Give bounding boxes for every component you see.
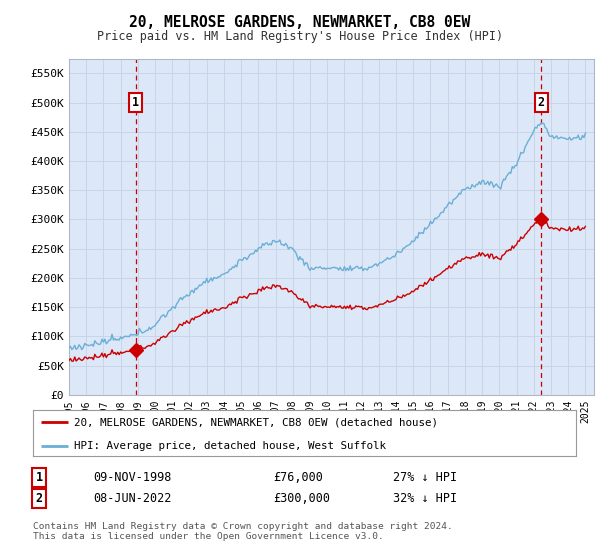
- Text: 27% ↓ HPI: 27% ↓ HPI: [393, 470, 457, 484]
- Text: 2: 2: [538, 96, 545, 109]
- Text: 32% ↓ HPI: 32% ↓ HPI: [393, 492, 457, 505]
- Text: 2: 2: [35, 492, 43, 505]
- Text: Price paid vs. HM Land Registry's House Price Index (HPI): Price paid vs. HM Land Registry's House …: [97, 30, 503, 43]
- Text: £76,000: £76,000: [273, 470, 323, 484]
- Text: 20, MELROSE GARDENS, NEWMARKET, CB8 0EW: 20, MELROSE GARDENS, NEWMARKET, CB8 0EW: [130, 15, 470, 30]
- Text: Contains HM Land Registry data © Crown copyright and database right 2024.
This d: Contains HM Land Registry data © Crown c…: [33, 522, 453, 542]
- Text: £300,000: £300,000: [273, 492, 330, 505]
- Text: 09-NOV-1998: 09-NOV-1998: [93, 470, 172, 484]
- Text: 1: 1: [35, 470, 43, 484]
- Text: 08-JUN-2022: 08-JUN-2022: [93, 492, 172, 505]
- Text: HPI: Average price, detached house, West Suffolk: HPI: Average price, detached house, West…: [74, 441, 386, 451]
- Text: 1: 1: [132, 96, 139, 109]
- Text: 20, MELROSE GARDENS, NEWMARKET, CB8 0EW (detached house): 20, MELROSE GARDENS, NEWMARKET, CB8 0EW …: [74, 417, 438, 427]
